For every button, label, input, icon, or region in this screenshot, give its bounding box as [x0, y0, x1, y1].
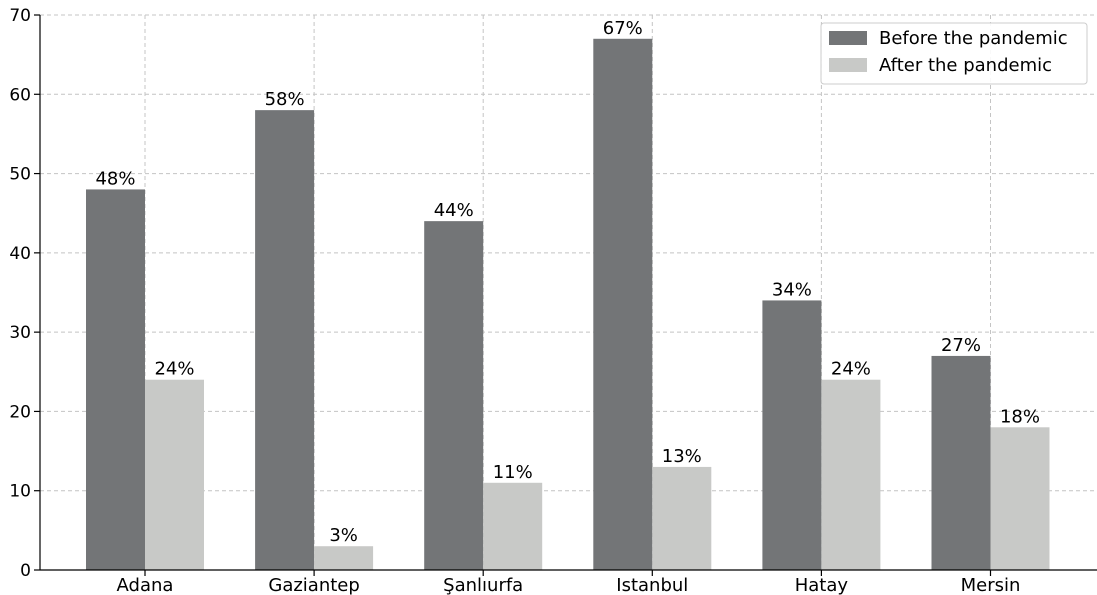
bars: [86, 38, 1050, 571]
x-tick-label: Mersin: [961, 575, 1021, 595]
y-tick-label: 40: [9, 244, 31, 264]
bar-after-1: [314, 546, 374, 570]
bar-after-2: [483, 482, 543, 570]
data-label-after-4: 24%: [831, 359, 871, 380]
data-label-before-4: 34%: [772, 279, 812, 300]
y-tick-label: 50: [9, 165, 31, 185]
legend-label-0: Before the pandemic: [879, 28, 1068, 49]
bar-after-3: [652, 466, 712, 570]
bar-after-4: [821, 379, 881, 570]
x-tick-label: Şanlıurfa: [443, 575, 523, 595]
y-tick-label: 60: [9, 85, 31, 105]
data-label-after-0: 24%: [154, 359, 194, 380]
data-label-after-5: 18%: [1000, 406, 1040, 427]
data-label-before-3: 67%: [603, 18, 643, 39]
data-label-after-2: 11%: [493, 462, 533, 483]
legend-swatch-0: [829, 31, 867, 45]
x-tick-label: Gaziantep: [268, 575, 359, 595]
data-label-after-3: 13%: [662, 446, 702, 467]
legend: Before the pandemic After the pandemic: [820, 22, 1088, 85]
bar-before-5: [931, 355, 991, 570]
bar-before-1: [255, 110, 315, 571]
bar-after-0: [145, 379, 204, 570]
data-label-after-1: 3%: [329, 525, 358, 546]
data-label-before-2: 44%: [434, 200, 474, 221]
data-label-before-5: 27%: [941, 335, 981, 356]
bar-before-4: [762, 300, 822, 570]
axes: 0 10 20 30 40 50 60 70 Adana Gaziantep Şanlıurfa Is…: [9, 6, 1097, 595]
data-label-before-1: 58%: [265, 89, 305, 110]
data-labels: 48% 24% 58% 3% 44% 11% 67% 13% 34% 24% 27% 18%: [95, 18, 1040, 546]
bar-before-3: [593, 38, 653, 571]
y-tick-label: 20: [9, 402, 31, 422]
y-tick-label: 30: [9, 323, 31, 343]
bar-after-5: [990, 427, 1050, 570]
x-tick-label: Istanbul: [616, 575, 688, 595]
x-tick-label: Hatay: [795, 575, 849, 595]
legend-swatch-1: [829, 58, 867, 72]
bar-before-0: [86, 189, 145, 570]
legend-label-1: After the pandemic: [879, 55, 1052, 76]
bar-before-2: [424, 221, 484, 570]
x-tick-label: Adana: [117, 575, 174, 595]
y-tick-label: 70: [9, 6, 31, 26]
legend-box: [820, 22, 1088, 85]
y-tick-label: 0: [20, 561, 31, 581]
y-tick-label: 10: [9, 482, 31, 502]
data-label-before-0: 48%: [95, 168, 135, 189]
